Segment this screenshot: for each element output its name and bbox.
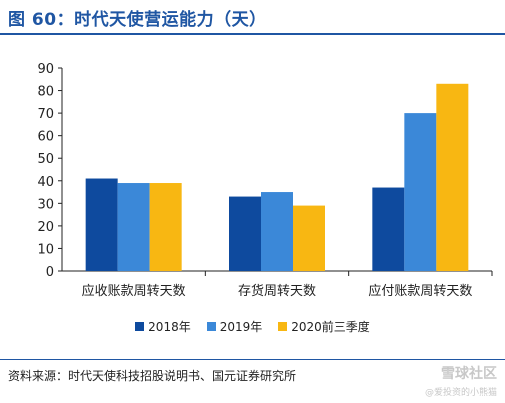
chart-title: 图 60：时代天使营运能力（天） (8, 9, 267, 30)
bar (372, 187, 405, 271)
source-note: 资料来源：时代天使科技招股说明书、国元证券研究所 (8, 369, 297, 383)
y-tick-label: 40 (37, 175, 54, 190)
y-tick-label: 10 (37, 242, 54, 257)
y-tick-label: 30 (37, 197, 54, 212)
chart-area: 0 10 20 30 40 50 60 70 80 90 应收账款周转天数 存货周转天数 应付账款周转天… (0, 36, 505, 351)
bar (229, 196, 261, 271)
bar (85, 178, 118, 271)
legend-label: 2018年 (148, 320, 191, 334)
legend-label: 2019年 (219, 320, 263, 334)
footer-divider (0, 359, 505, 360)
x-tick-label: 存货周转天数 (238, 283, 316, 299)
watermark: 雪球社区 @爱投资的小熊猫 (425, 363, 497, 398)
x-tick-label: 应付账款周转天数 (368, 283, 472, 299)
bar (293, 205, 325, 271)
y-tick-label: 90 (37, 62, 54, 77)
y-tick-label: 70 (37, 107, 54, 122)
bar (436, 83, 469, 272)
legend-swatch (278, 322, 288, 331)
y-tick-label: 20 (37, 220, 54, 235)
y-tick-label: 50 (37, 152, 54, 167)
legend-label: 2020前三季度 (291, 320, 370, 334)
y-tick-label: 60 (37, 130, 54, 145)
legend-item: 2018年 (135, 318, 191, 335)
bar (149, 183, 182, 271)
title-bar: 图 60：时代天使营运能力（天） (0, 0, 505, 34)
watermark-logo: 雪球社区 (441, 366, 497, 382)
legend-swatch (135, 322, 145, 331)
x-tick-label: 应收账款周转天数 (82, 283, 186, 299)
bar-chart: 0 10 20 30 40 50 60 70 80 90 应收账款周转天数 存货周转天数 应付账款周转天… (37, 62, 493, 299)
bar (404, 113, 437, 271)
title-divider (0, 33, 505, 35)
legend-item: 2020前三季度 (278, 318, 370, 335)
chart-legend: 2018年 2019年 2020前三季度 (0, 318, 505, 335)
bar (117, 183, 150, 271)
y-tick-label: 80 (37, 85, 54, 100)
y-tick-label: 0 (46, 265, 54, 280)
bar (261, 192, 293, 271)
watermark-handle: @爱投资的小熊猫 (424, 388, 497, 398)
legend-swatch (206, 322, 216, 331)
legend-item: 2019年 (206, 318, 263, 335)
